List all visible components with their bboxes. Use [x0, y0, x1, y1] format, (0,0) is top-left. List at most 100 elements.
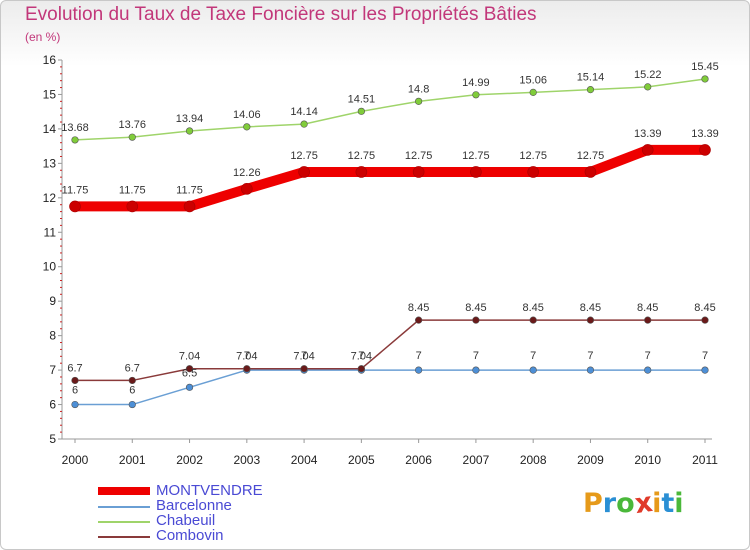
- legend-swatch-montvendre: [98, 487, 150, 495]
- logo-letter: r: [602, 488, 617, 519]
- data-point-chabeuil: [472, 91, 480, 99]
- data-label-montvendre: 11.75: [176, 184, 203, 196]
- data-point-chabeuil: [185, 127, 194, 135]
- data-label-chabeuil: 14.14: [290, 106, 318, 118]
- data-label-barcelonne: 6: [72, 385, 78, 397]
- legend-swatch-barcelonne: [98, 506, 150, 508]
- y-tick-label: 14: [43, 122, 57, 136]
- data-point-barcelonne: [71, 400, 79, 409]
- data-label-barcelonne: 7: [301, 350, 307, 362]
- data-point-montvendre: [355, 166, 368, 178]
- data-label-chabeuil: 13.68: [61, 122, 89, 134]
- data-point-chabeuil: [701, 75, 709, 83]
- logo-letter: i: [652, 488, 662, 519]
- proxiti-logo: Proxiti: [583, 486, 684, 521]
- data-point-barcelonne: [185, 383, 194, 391]
- data-point-barcelonne: [472, 366, 480, 374]
- data-label-montvendre: 11.75: [119, 184, 146, 196]
- legend-label-barcelonne: Barcelonne: [156, 497, 232, 514]
- data-label-chabeuil: 14.06: [233, 109, 261, 121]
- data-label-montvendre: 13.39: [691, 128, 719, 140]
- y-tick-label: 7: [49, 363, 56, 377]
- data-label-combovin: 8.45: [408, 302, 429, 314]
- data-point-combovin: [128, 376, 136, 385]
- data-point-montvendre: [126, 200, 139, 213]
- data-label-barcelonne: 7: [473, 350, 479, 362]
- data-point-chabeuil: [128, 133, 136, 141]
- data-label-chabeuil: 14.51: [348, 93, 376, 105]
- y-tick-label: 12: [43, 191, 57, 205]
- x-tick-label: 2001: [119, 453, 146, 467]
- data-label-montvendre: 13.39: [634, 128, 662, 140]
- data-point-montvendre: [183, 200, 196, 213]
- y-tick-label: 11: [44, 225, 57, 239]
- logo-letter: i: [674, 488, 684, 519]
- y-tick-label: 6: [49, 398, 56, 412]
- series-line-combovin: [74, 319, 706, 382]
- x-tick-label: 2010: [634, 453, 661, 467]
- data-label-barcelonne: 6: [129, 385, 135, 397]
- data-label-combovin: 7.04: [351, 351, 372, 363]
- data-label-montvendre: 12.75: [462, 150, 490, 162]
- data-label-chabeuil: 13.76: [119, 119, 147, 131]
- data-label-barcelonne: 7: [358, 350, 364, 362]
- x-tick-label: 2000: [62, 453, 89, 467]
- data-label-combovin: 7.04: [179, 351, 200, 363]
- data-point-barcelonne: [586, 366, 595, 374]
- data-label-chabeuil: 14.99: [462, 77, 490, 89]
- data-label-chabeuil: 15.14: [577, 72, 605, 84]
- data-label-barcelonne: 7: [702, 350, 708, 362]
- data-point-montvendre: [641, 144, 654, 156]
- data-point-combovin: [243, 365, 251, 373]
- x-tick-label: 2007: [463, 453, 490, 467]
- data-label-barcelonne: 7: [416, 350, 422, 362]
- y-tick-label: 13: [43, 156, 57, 170]
- data-point-montvendre: [527, 166, 539, 178]
- data-label-combovin: 8.45: [522, 302, 543, 314]
- data-point-chabeuil: [529, 88, 537, 96]
- x-tick-label: 2006: [405, 453, 432, 467]
- data-point-chabeuil: [357, 107, 365, 115]
- data-point-montvendre: [69, 200, 81, 213]
- x-tick-label: 2003: [233, 453, 260, 467]
- data-point-montvendre: [412, 166, 425, 178]
- data-point-combovin: [529, 316, 537, 324]
- data-label-combovin: 6.7: [125, 362, 140, 374]
- y-tick-label: 10: [43, 260, 57, 274]
- x-tick-label: 2004: [291, 453, 318, 467]
- data-point-montvendre: [470, 166, 482, 178]
- data-point-montvendre: [241, 183, 253, 195]
- data-point-montvendre: [584, 166, 597, 178]
- legend-label-combovin: Combovin: [156, 527, 224, 544]
- logo-letter: x: [632, 486, 655, 521]
- series-line-montvendre: [70, 144, 710, 212]
- x-tick-label: 2005: [348, 453, 375, 467]
- logo-letter: t: [661, 488, 675, 519]
- data-label-montvendre: 12.75: [290, 150, 318, 162]
- data-point-chabeuil: [243, 123, 251, 131]
- legend-label-montvendre: MONTVENDRE: [156, 482, 263, 499]
- data-point-combovin: [357, 365, 365, 373]
- data-label-combovin: 8.45: [580, 302, 601, 314]
- data-label-combovin: 7.04: [293, 351, 314, 363]
- data-point-chabeuil: [415, 97, 423, 105]
- data-point-montvendre: [298, 166, 310, 178]
- data-point-combovin: [701, 316, 709, 324]
- data-point-combovin: [185, 365, 194, 373]
- data-point-combovin: [644, 316, 652, 324]
- x-tick-label: 2008: [520, 453, 547, 467]
- data-label-barcelonne: 7: [645, 350, 651, 362]
- y-tick-label: 15: [43, 87, 57, 101]
- data-point-chabeuil: [586, 86, 595, 94]
- data-label-chabeuil: 13.94: [176, 113, 204, 125]
- data-point-chabeuil: [71, 136, 79, 144]
- chart-subtitle: (en %): [25, 30, 61, 44]
- x-tick-label: 2002: [176, 453, 203, 467]
- data-label-barcelonne: 6.5: [182, 367, 197, 379]
- logo-letter: o: [616, 488, 635, 519]
- data-point-chabeuil: [300, 120, 308, 128]
- data-point-barcelonne: [644, 366, 652, 374]
- data-label-combovin: 7.04: [236, 351, 257, 363]
